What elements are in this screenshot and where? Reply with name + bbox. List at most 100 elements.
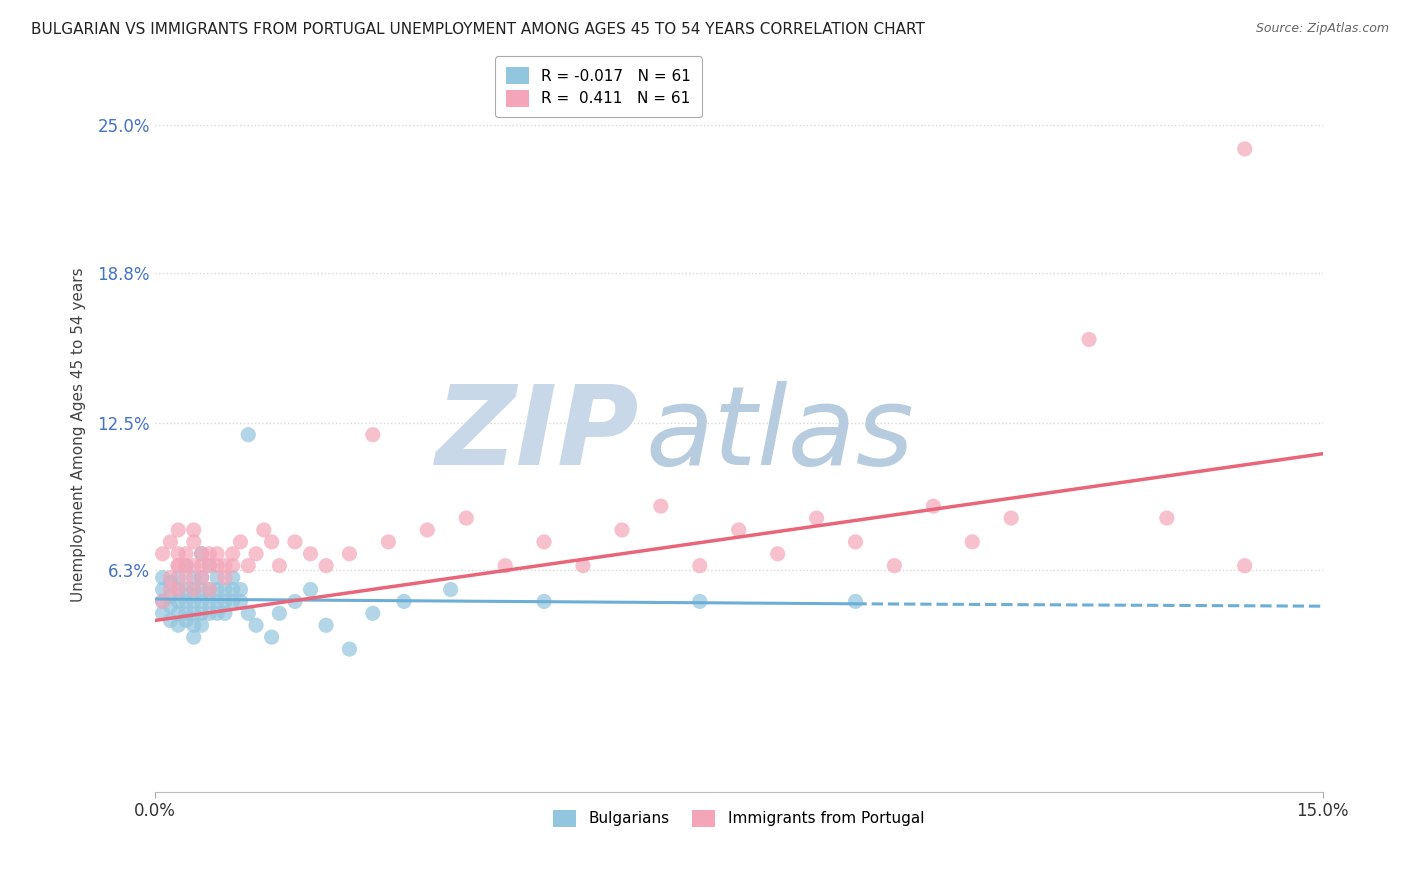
Point (183, 571, 205, 585)
Point (260, 534, 283, 549)
Point (1000, 511, 1022, 525)
Point (205, 558, 228, 573)
Point (221, 594, 243, 608)
Point (198, 547, 221, 561)
Point (260, 630, 283, 644)
Point (183, 630, 205, 644)
Point (190, 594, 212, 608)
Point (159, 599, 181, 614)
Point (174, 607, 197, 621)
Point (269, 558, 291, 573)
Point (361, 427, 384, 442)
Point (205, 547, 228, 561)
Point (456, 511, 478, 525)
Point (229, 582, 252, 597)
Point (284, 594, 307, 608)
Point (238, 607, 260, 621)
Point (183, 618, 205, 632)
Point (221, 547, 243, 561)
Point (533, 594, 555, 608)
Point (167, 618, 190, 632)
Point (174, 547, 197, 561)
Point (190, 571, 212, 585)
Point (183, 594, 205, 608)
Point (167, 547, 190, 561)
Point (610, 523, 633, 537)
Point (922, 499, 945, 513)
Text: BULGARIAN VS IMMIGRANTS FROM PORTUGAL UNEMPLOYMENT AMONG AGES 45 TO 54 YEARS COR: BULGARIAN VS IMMIGRANTS FROM PORTUGAL UN… (31, 22, 925, 37)
Point (214, 571, 236, 585)
Point (159, 590, 181, 604)
Point (650, 499, 672, 513)
Point (183, 523, 205, 537)
Point (167, 582, 190, 597)
Point (315, 618, 337, 632)
Point (205, 582, 228, 597)
Point (167, 571, 190, 585)
Point (689, 594, 711, 608)
Point (167, 607, 190, 621)
Point (689, 558, 711, 573)
Point (284, 534, 307, 549)
Point (339, 642, 361, 657)
Point (159, 571, 181, 585)
Point (766, 547, 789, 561)
Point (269, 607, 291, 621)
Point (245, 618, 267, 632)
Point (377, 534, 399, 549)
Point (167, 558, 190, 573)
Point (962, 534, 984, 549)
Point (221, 571, 243, 585)
Point (159, 534, 181, 549)
Point (205, 607, 228, 621)
Point (416, 523, 439, 537)
Point (174, 614, 197, 628)
Point (494, 558, 516, 573)
Point (533, 534, 555, 549)
Point (183, 534, 205, 549)
Point (229, 594, 252, 608)
Point (221, 582, 243, 597)
Point (221, 558, 243, 573)
Point (190, 618, 212, 632)
Point (183, 582, 205, 597)
Point (152, 594, 174, 608)
Text: Source: ZipAtlas.com: Source: ZipAtlas.com (1256, 22, 1389, 36)
Point (440, 582, 463, 597)
Point (198, 558, 221, 573)
Point (190, 547, 212, 561)
Point (174, 582, 197, 597)
Point (190, 558, 212, 573)
Point (167, 594, 190, 608)
Point (238, 558, 260, 573)
Point (198, 558, 221, 573)
Y-axis label: Unemployment Among Ages 45 to 54 years: Unemployment Among Ages 45 to 54 years (72, 268, 86, 602)
Point (198, 582, 221, 597)
Point (159, 614, 181, 628)
Point (190, 547, 212, 561)
Point (361, 607, 384, 621)
Point (806, 511, 828, 525)
Point (214, 594, 236, 608)
Point (174, 594, 197, 608)
Point (214, 582, 236, 597)
Point (183, 558, 205, 573)
Point (253, 523, 276, 537)
Point (174, 558, 197, 573)
Point (205, 571, 228, 585)
Point (183, 607, 205, 621)
Point (167, 523, 190, 537)
Point (174, 571, 197, 585)
Point (198, 594, 221, 608)
Point (152, 582, 174, 597)
Point (174, 558, 197, 573)
Point (152, 594, 174, 608)
Point (205, 594, 228, 608)
Point (190, 571, 212, 585)
Point (152, 607, 174, 621)
Point (392, 594, 415, 608)
Point (198, 582, 221, 597)
Point (299, 547, 322, 561)
Point (883, 558, 905, 573)
Point (167, 558, 190, 573)
